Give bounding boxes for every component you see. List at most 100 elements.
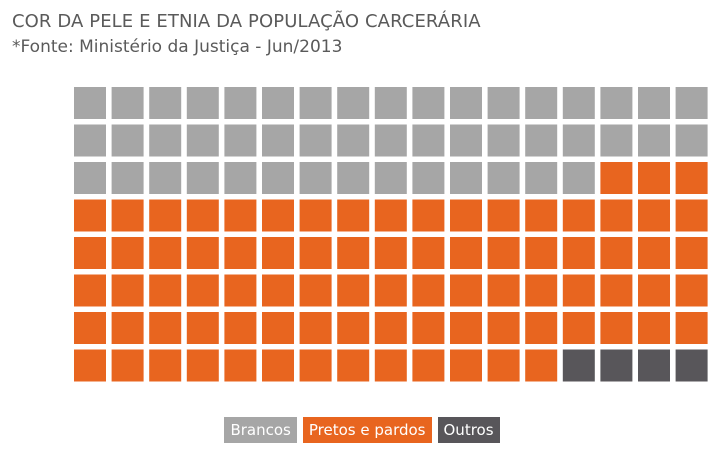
waffle-cell-brancos — [525, 162, 558, 194]
waffle-cell-pretos-e-pardos — [74, 237, 106, 269]
waffle-cell-outros — [600, 349, 633, 382]
waffle-cell-brancos — [299, 162, 332, 194]
waffle-cell-pretos-e-pardos — [149, 237, 182, 269]
waffle-cell-brancos — [675, 87, 708, 119]
waffle-cell-pretos-e-pardos — [186, 312, 219, 344]
waffle-cell-outros — [638, 349, 670, 382]
waffle-cell-pretos-e-pardos — [262, 274, 294, 307]
waffle-cell-brancos — [525, 87, 558, 119]
waffle-cell-pretos-e-pardos — [525, 199, 558, 232]
waffle-cell-pretos-e-pardos — [525, 312, 558, 344]
waffle-cell-pretos-e-pardos — [186, 237, 219, 269]
waffle-cell-pretos-e-pardos — [374, 199, 407, 232]
waffle-cell-pretos-e-pardos — [600, 237, 633, 269]
waffle-cell-brancos — [675, 124, 708, 157]
waffle-cell-pretos-e-pardos — [412, 312, 445, 344]
waffle-cell-brancos — [562, 162, 595, 194]
waffle-cell-brancos — [262, 162, 294, 194]
waffle-cell-brancos — [111, 87, 144, 119]
waffle-cell-brancos — [262, 124, 294, 157]
waffle-cell-pretos-e-pardos — [675, 312, 708, 344]
waffle-cell-pretos-e-pardos — [450, 237, 482, 269]
waffle-cell-pretos-e-pardos — [299, 312, 332, 344]
waffle-cell-brancos — [562, 124, 595, 157]
legend-item-brancos: Brancos — [224, 417, 297, 443]
waffle-cell-pretos-e-pardos — [562, 312, 595, 344]
waffle-cell-pretos-e-pardos — [675, 237, 708, 269]
waffle-cell-pretos-e-pardos — [562, 199, 595, 232]
waffle-cell-pretos-e-pardos — [412, 349, 445, 382]
waffle-cell-pretos-e-pardos — [111, 312, 144, 344]
chart-title: COR DA PELE E ETNIA DA POPULAÇÃO CARCERÁ… — [12, 11, 481, 32]
waffle-cell-brancos — [374, 124, 407, 157]
waffle-cell-brancos — [149, 124, 182, 157]
waffle-cell-brancos — [562, 87, 595, 119]
waffle-cell-brancos — [374, 87, 407, 119]
waffle-cell-pretos-e-pardos — [111, 349, 144, 382]
waffle-cell-pretos-e-pardos — [224, 237, 257, 269]
waffle-cell-pretos-e-pardos — [74, 199, 106, 232]
waffle-cell-pretos-e-pardos — [374, 349, 407, 382]
waffle-cell-pretos-e-pardos — [337, 237, 370, 269]
waffle-cell-outros — [562, 349, 595, 382]
waffle-cell-brancos — [525, 124, 558, 157]
waffle-cell-brancos — [412, 124, 445, 157]
waffle-cell-pretos-e-pardos — [337, 199, 370, 232]
waffle-cell-pretos-e-pardos — [450, 274, 482, 307]
waffle-cell-pretos-e-pardos — [412, 237, 445, 269]
waffle-cell-brancos — [186, 124, 219, 157]
waffle-cell-pretos-e-pardos — [224, 349, 257, 382]
waffle-cell-pretos-e-pardos — [262, 237, 294, 269]
waffle-cell-pretos-e-pardos — [525, 237, 558, 269]
waffle-cell-pretos-e-pardos — [638, 199, 670, 232]
waffle-cell-pretos-e-pardos — [111, 274, 144, 307]
waffle-cell-pretos-e-pardos — [337, 349, 370, 382]
waffle-cell-pretos-e-pardos — [262, 199, 294, 232]
waffle-cell-pretos-e-pardos — [149, 312, 182, 344]
legend-item-pretos-e-pardos: Pretos e pardos — [302, 417, 432, 443]
waffle-cell-brancos — [638, 124, 670, 157]
waffle-cell-pretos-e-pardos — [186, 199, 219, 232]
waffle-cell-pretos-e-pardos — [262, 349, 294, 382]
waffle-cell-pretos-e-pardos — [299, 274, 332, 307]
waffle-cell-pretos-e-pardos — [525, 349, 558, 382]
waffle-cell-pretos-e-pardos — [600, 312, 633, 344]
waffle-cell-brancos — [337, 87, 370, 119]
waffle-cell-pretos-e-pardos — [337, 274, 370, 307]
waffle-cell-pretos-e-pardos — [675, 274, 708, 307]
waffle-cell-pretos-e-pardos — [299, 237, 332, 269]
waffle-cell-brancos — [262, 87, 294, 119]
waffle-cell-pretos-e-pardos — [299, 349, 332, 382]
waffle-cell-pretos-e-pardos — [412, 199, 445, 232]
waffle-cell-pretos-e-pardos — [525, 274, 558, 307]
waffle-cell-brancos — [374, 162, 407, 194]
waffle-cell-pretos-e-pardos — [600, 162, 633, 194]
waffle-cell-pretos-e-pardos — [487, 199, 520, 232]
legend-item-outros: Outros — [437, 417, 500, 443]
waffle-cell-brancos — [149, 162, 182, 194]
waffle-cell-brancos — [412, 87, 445, 119]
waffle-cell-pretos-e-pardos — [337, 312, 370, 344]
waffle-cell-pretos-e-pardos — [450, 199, 482, 232]
waffle-cell-brancos — [487, 124, 520, 157]
waffle-cell-brancos — [412, 162, 445, 194]
waffle-cell-pretos-e-pardos — [149, 274, 182, 307]
waffle-cell-brancos — [600, 124, 633, 157]
waffle-cell-pretos-e-pardos — [562, 274, 595, 307]
waffle-cell-pretos-e-pardos — [374, 237, 407, 269]
waffle-cell-brancos — [74, 124, 106, 157]
waffle-cell-pretos-e-pardos — [487, 274, 520, 307]
waffle-cell-pretos-e-pardos — [186, 274, 219, 307]
waffle-cell-pretos-e-pardos — [675, 162, 708, 194]
waffle-cell-pretos-e-pardos — [487, 312, 520, 344]
waffle-cell-brancos — [638, 87, 670, 119]
waffle-cell-brancos — [337, 162, 370, 194]
waffle-cell-brancos — [74, 87, 106, 119]
waffle-cell-pretos-e-pardos — [186, 349, 219, 382]
waffle-cell-brancos — [299, 124, 332, 157]
waffle-cell-pretos-e-pardos — [74, 312, 106, 344]
waffle-cell-pretos-e-pardos — [149, 199, 182, 232]
waffle-cell-brancos — [111, 162, 144, 194]
waffle-cell-pretos-e-pardos — [450, 349, 482, 382]
